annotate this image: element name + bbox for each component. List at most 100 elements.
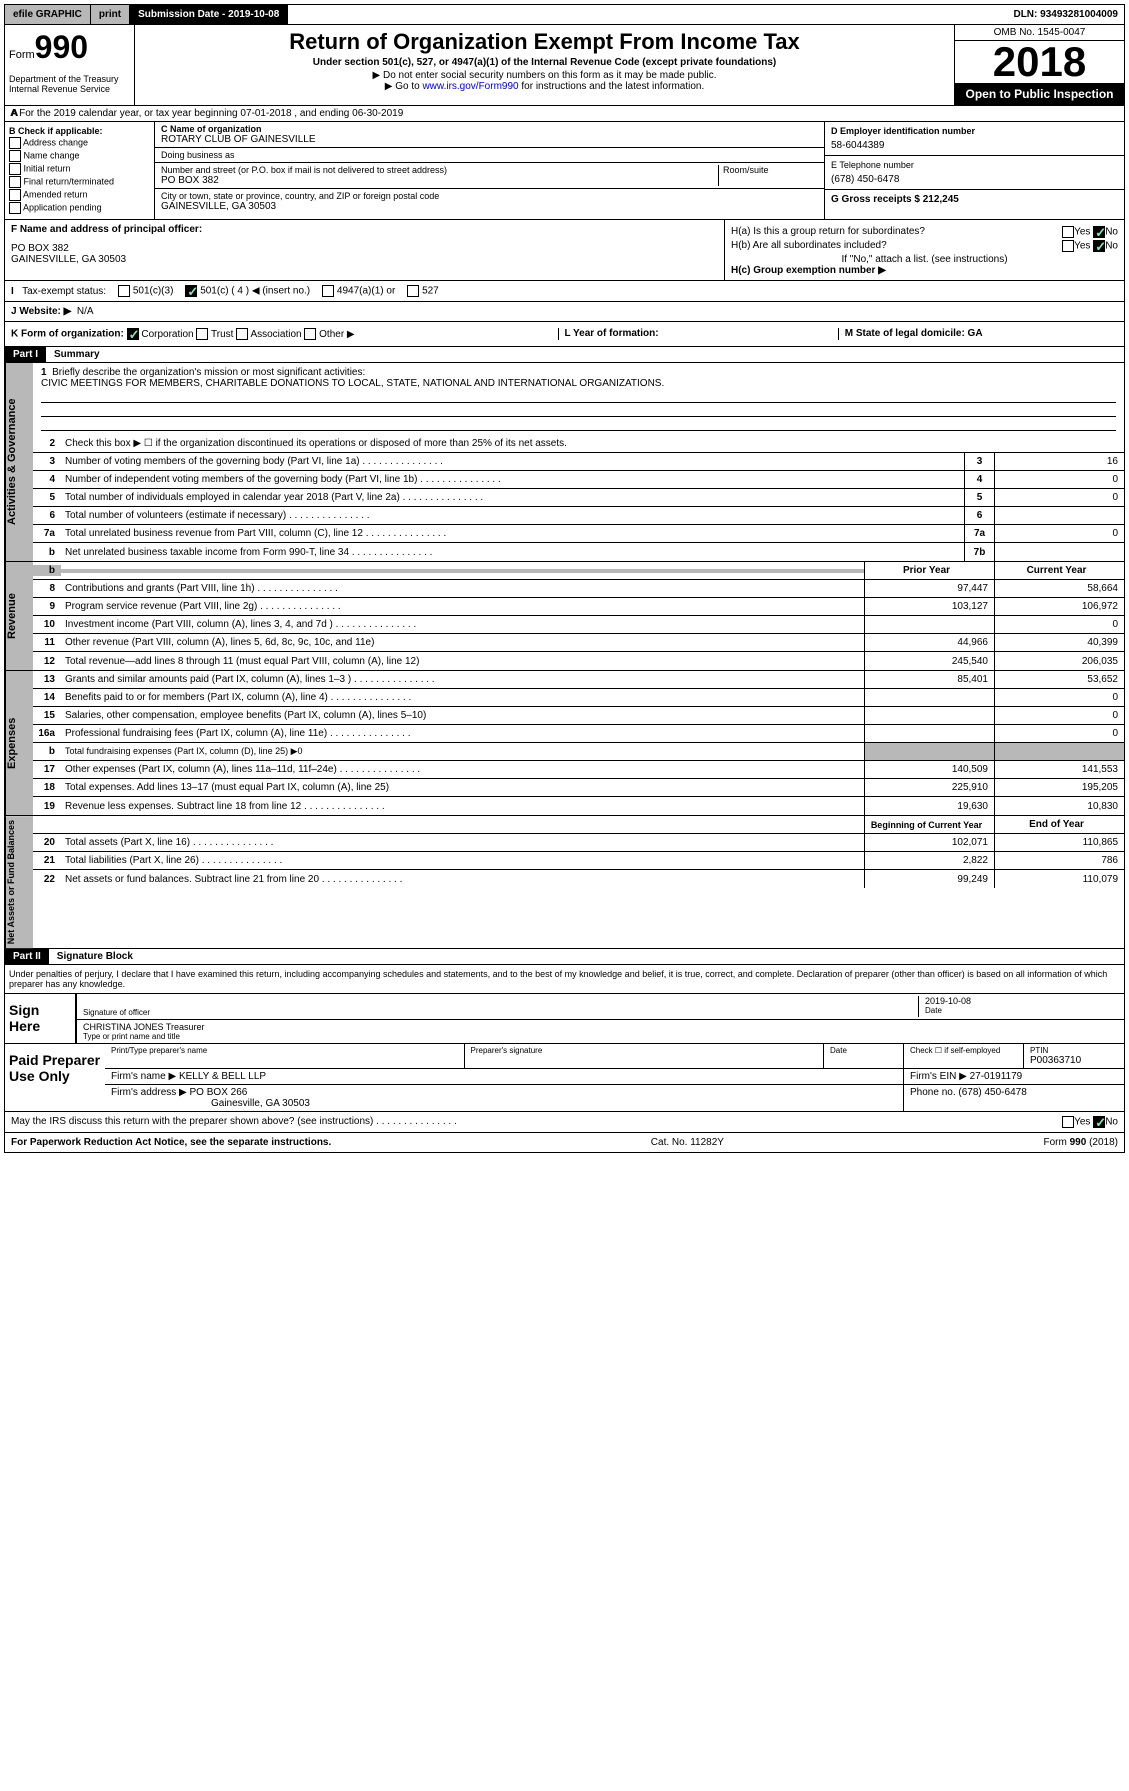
note-ssn: ▶ Do not enter social security numbers o…	[139, 70, 950, 81]
ha-label: H(a) Is this a group return for subordin…	[731, 226, 925, 238]
tax-year: 2018	[955, 41, 1124, 83]
chk-corp[interactable]: Corporation	[127, 329, 194, 340]
hdr-curr: Current Year	[994, 562, 1124, 579]
line5: Total number of individuals employed in …	[61, 490, 964, 505]
hb-label: H(b) Are all subordinates included?	[731, 240, 887, 252]
chk-527[interactable]: 527	[407, 285, 438, 297]
ptin-label: PTIN	[1030, 1046, 1118, 1055]
line12-curr: 206,035	[994, 652, 1124, 670]
addr-label: Number and street (or P.O. box if mail i…	[161, 165, 718, 175]
row-a-text: A For the 2019 calendar year, or tax yea…	[10, 108, 403, 119]
chk-address-change[interactable]: Address change	[9, 137, 150, 149]
line9-prior: 103,127	[864, 598, 994, 615]
line1-label: Briefly describe the organization's miss…	[52, 367, 365, 378]
chk-assoc[interactable]: Association	[236, 329, 301, 340]
line13-prior: 85,401	[864, 671, 994, 688]
part1-title: Summary	[46, 347, 108, 362]
chk-name-change[interactable]: Name change	[9, 150, 150, 162]
line13-curr: 53,652	[994, 671, 1124, 688]
line3-val: 16	[994, 453, 1124, 470]
line8-curr: 58,664	[994, 580, 1124, 597]
line17: Other expenses (Part IX, column (A), lin…	[61, 762, 864, 777]
mission-text: CIVIC MEETINGS FOR MEMBERS, CHARITABLE D…	[41, 378, 1116, 389]
print-button[interactable]: print	[91, 5, 130, 24]
line11-curr: 40,399	[994, 634, 1124, 651]
website-value: N/A	[77, 306, 94, 317]
sig-officer-label: Signature of officer	[83, 1008, 918, 1017]
prep-date-label: Date	[824, 1044, 904, 1068]
line16a-prior	[864, 725, 994, 742]
part2-header: Part II	[5, 949, 49, 964]
line19-prior: 19,630	[864, 797, 994, 815]
chk-app-pending[interactable]: Application pending	[9, 202, 150, 214]
line4-val: 0	[994, 471, 1124, 488]
line11-prior: 44,966	[864, 634, 994, 651]
form-title: Return of Organization Exempt From Incom…	[139, 29, 950, 55]
prep-sig-label: Preparer's signature	[465, 1044, 825, 1068]
line4: Number of independent voting members of …	[61, 472, 964, 487]
chk-501c3[interactable]: 501(c)(3)	[118, 285, 173, 297]
line6: Total number of volunteers (estimate if …	[61, 508, 964, 523]
line22-prior: 99,249	[864, 870, 994, 888]
state-domicile: M State of legal domicile: GA	[845, 328, 983, 339]
line11: Other revenue (Part VIII, column (A), li…	[61, 635, 864, 650]
line20-prior: 102,071	[864, 834, 994, 851]
chk-trust[interactable]: Trust	[196, 329, 233, 340]
line18-prior: 225,910	[864, 779, 994, 796]
line13: Grants and similar amounts paid (Part IX…	[61, 672, 864, 687]
firm-name: KELLY & BELL LLP	[179, 1071, 266, 1082]
col-b-checkboxes: B Check if applicable: Address change Na…	[5, 122, 155, 219]
line10: Investment income (Part VIII, column (A)…	[61, 617, 864, 632]
part2-title: Signature Block	[49, 949, 141, 964]
ha-answer: Yes No	[1062, 226, 1118, 238]
line14-curr: 0	[994, 689, 1124, 706]
chk-4947[interactable]: 4947(a)(1) or	[322, 285, 395, 297]
chk-amended[interactable]: Amended return	[9, 189, 150, 201]
line16a-curr: 0	[994, 725, 1124, 742]
open-public: Open to Public Inspection	[955, 83, 1124, 105]
line15-prior	[864, 707, 994, 724]
ptin-value: P00363710	[1030, 1055, 1118, 1066]
line15: Salaries, other compensation, employee b…	[61, 708, 864, 723]
ein-value: 58-6044389	[831, 140, 1118, 151]
row-a-tax-year: AA For the 2019 calendar year, or tax ye…	[4, 106, 1125, 122]
chk-final-return[interactable]: Final return/terminated	[9, 176, 150, 188]
line20-curr: 110,865	[994, 834, 1124, 851]
hdr-beginning: Beginning of Current Year	[864, 816, 994, 833]
line2: Check this box ▶ ☐ if the organization d…	[61, 436, 1124, 451]
org-address: PO BOX 382	[161, 175, 718, 186]
line7a-val: 0	[994, 525, 1124, 542]
phone-value: (678) 450-6478	[831, 174, 1118, 185]
hb-answer: Yes No	[1062, 240, 1118, 252]
line7b: Net unrelated business taxable income fr…	[61, 545, 964, 560]
dln: DLN: 93493281004009	[1007, 7, 1124, 22]
prep-name-label: Print/Type preparer's name	[105, 1044, 465, 1068]
part1-header: Part I	[5, 347, 46, 362]
sign-here-label: Sign Here	[5, 994, 75, 1043]
line14: Benefits paid to or for members (Part IX…	[61, 690, 864, 705]
ein-label: D Employer identification number	[831, 126, 1118, 136]
chk-501c[interactable]: 501(c) ( 4 ) ◀ (insert no.)	[185, 285, 310, 297]
discuss-answer: Yes No	[1062, 1116, 1118, 1128]
hb-note: If "No," attach a list. (see instruction…	[731, 254, 1118, 265]
note-goto-post: for instructions and the latest informat…	[519, 81, 705, 92]
chk-initial-return[interactable]: Initial return	[9, 163, 150, 175]
website-label: J Website: ▶	[11, 306, 71, 317]
org-name-label: C Name of organization	[161, 124, 262, 134]
line16b: Total fundraising expenses (Part IX, col…	[61, 744, 864, 759]
submission-date: Submission Date - 2019-10-08	[130, 5, 288, 24]
line14-prior	[864, 689, 994, 706]
line3: Number of voting members of the governin…	[61, 454, 964, 469]
form990-link[interactable]: www.irs.gov/Form990	[422, 81, 518, 92]
efile-button[interactable]: efile GRAPHIC	[5, 5, 91, 24]
dba-label: Doing business as	[161, 150, 235, 160]
chk-other[interactable]: Other ▶	[304, 329, 354, 340]
vtab-revenue: Revenue	[5, 562, 33, 670]
line21-curr: 786	[994, 852, 1124, 869]
line10-curr: 0	[994, 616, 1124, 633]
line17-curr: 141,553	[994, 761, 1124, 778]
city-label: City or town, state or province, country…	[161, 191, 818, 201]
year-formation: L Year of formation:	[565, 328, 659, 339]
vtab-governance: Activities & Governance	[5, 363, 33, 561]
discuss-label: May the IRS discuss this return with the…	[11, 1116, 457, 1128]
